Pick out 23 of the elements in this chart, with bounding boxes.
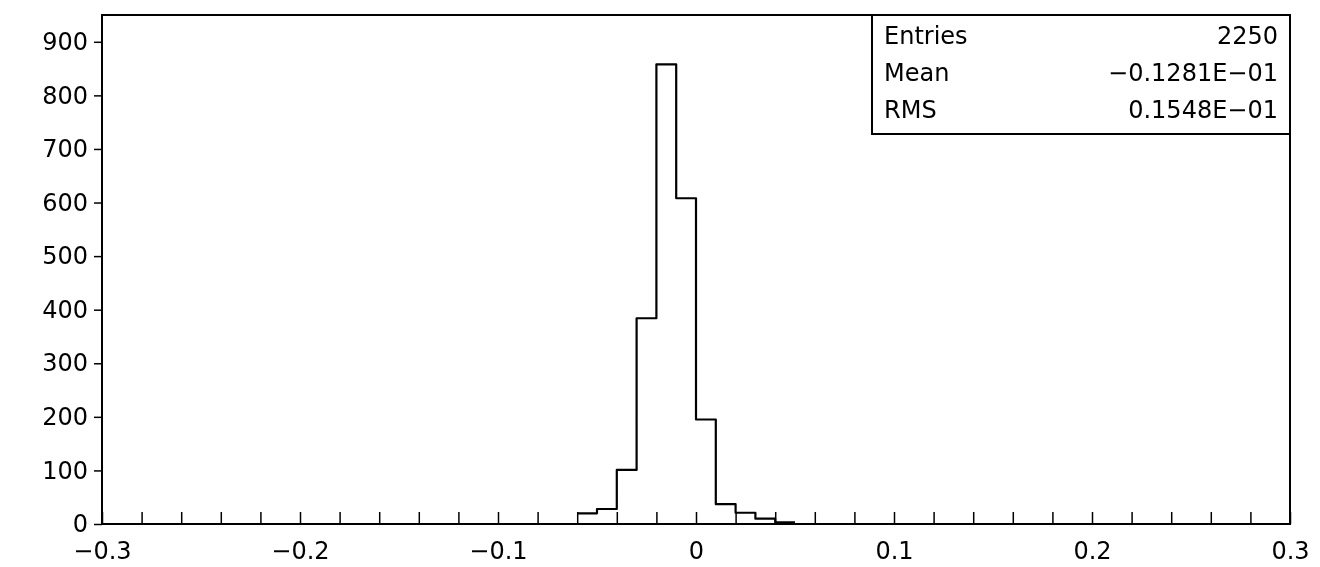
x-tick-label: −0.3 bbox=[73, 537, 132, 566]
x-tick-label: 0.2 bbox=[1073, 537, 1112, 566]
x-tick-label: −0.1 bbox=[469, 537, 528, 566]
y-tick-label: 100 bbox=[42, 456, 88, 485]
y-tick-label: 700 bbox=[42, 135, 88, 164]
y-tick-label: 300 bbox=[42, 349, 88, 378]
x-tick-label: 0.3 bbox=[1271, 537, 1310, 566]
y-tick-label: 400 bbox=[42, 295, 88, 324]
annotation: 0.1548E−01 bbox=[1128, 96, 1278, 124]
annotation: RMS bbox=[884, 96, 937, 124]
y-tick-label: 500 bbox=[42, 242, 88, 271]
annotation: 2250 bbox=[1216, 22, 1278, 50]
y-tick-label: 600 bbox=[42, 188, 88, 217]
y-tick-label: 200 bbox=[42, 403, 88, 432]
x-tick-label: 0.1 bbox=[875, 537, 914, 566]
y-tick-label: 0 bbox=[72, 510, 88, 539]
y-tick-label: 800 bbox=[42, 81, 88, 110]
annotation: Mean bbox=[884, 59, 950, 87]
y-tick-label: 900 bbox=[42, 27, 88, 56]
x-tick-label: 0 bbox=[688, 537, 705, 566]
x-tick-label: −0.2 bbox=[271, 537, 330, 566]
annotation: Entries bbox=[884, 22, 968, 50]
annotation: −0.1281E−01 bbox=[1108, 59, 1278, 87]
